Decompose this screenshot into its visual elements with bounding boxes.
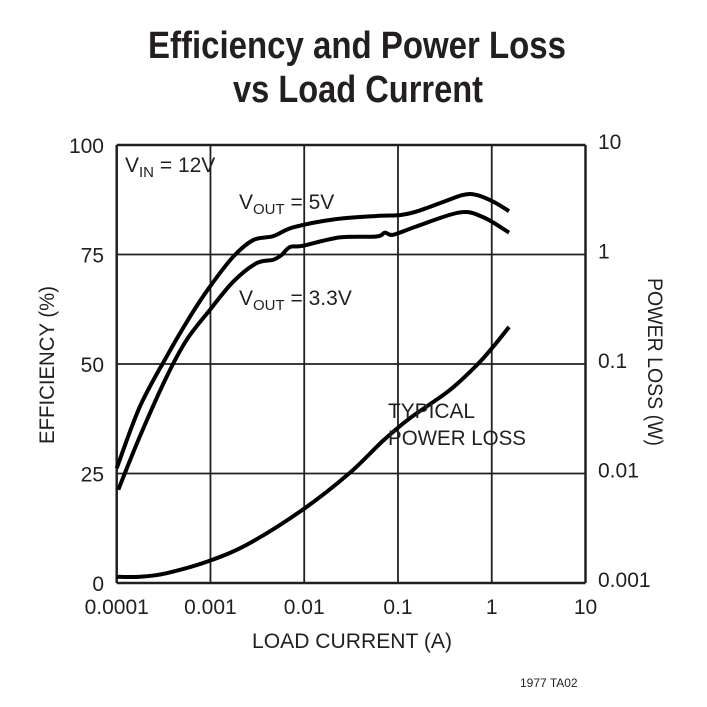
- x-tick-label: 0.001: [184, 596, 237, 619]
- chart-title-line1: Efficiency and Power Loss: [148, 25, 566, 67]
- y2-tick-label: 0.01: [598, 460, 639, 483]
- x-tick-label: 1: [486, 596, 498, 619]
- series-line-vout-5v: [114, 192, 511, 469]
- y-tick-label: 100: [69, 135, 104, 158]
- y-tick-label: 25: [81, 464, 104, 487]
- x-tick-label: 0.0001: [85, 596, 149, 619]
- tick-labels: 0.0001 0.001 0.01 0.1 1 10 100 75 50 25 0 10 1 0.1 0.0…: [69, 131, 651, 619]
- annotation-power-loss: POWER LOSS: [388, 427, 526, 450]
- y-tick-label: 75: [81, 245, 104, 268]
- y2-tick-label: 0.1: [598, 350, 627, 373]
- annotation-vout-3v3: VOUT = 3.3V: [239, 287, 352, 314]
- y-axis-label: EFFICIENCY (%): [36, 286, 59, 444]
- y-tick-label: 0: [92, 573, 104, 596]
- y-tick-label: 50: [81, 354, 104, 377]
- annotation-typical: TYPICAL: [388, 400, 475, 423]
- annotation-vout-5v: VOUT = 5V: [239, 191, 334, 218]
- y2-tick-label: 1: [598, 241, 610, 264]
- x-tick-label: 0.01: [284, 596, 325, 619]
- series-lines: [114, 192, 511, 580]
- x-tick-label: 10: [574, 596, 597, 619]
- x-axis-label: LOAD CURRENT (A): [252, 630, 452, 653]
- series-line-vout-3v3: [116, 210, 511, 491]
- y2-tick-label: 10: [598, 131, 621, 154]
- x-tick-label: 0.1: [383, 596, 412, 619]
- grid: [115, 143, 587, 585]
- y2-tick-label: 0.001: [598, 569, 651, 592]
- series-line-power-loss: [116, 325, 511, 580]
- footer-code: 1977 TA02: [520, 676, 578, 690]
- annotation-vin: VIN = 12V: [125, 154, 215, 181]
- y2-axis-label: POWER LOSS (W): [643, 278, 666, 446]
- chart-title-line2: vs Load Current: [233, 69, 483, 111]
